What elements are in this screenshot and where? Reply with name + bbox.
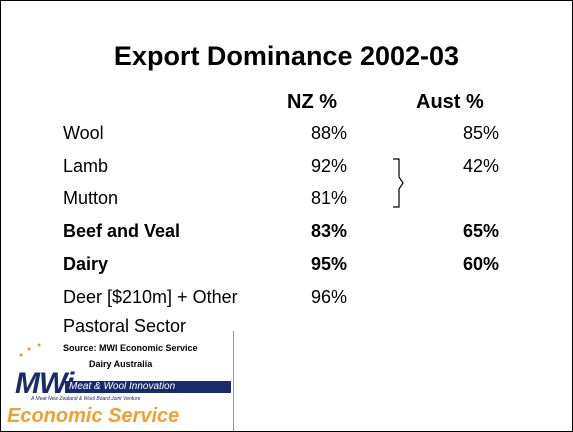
nz-value: 88% — [310, 123, 347, 143]
row-label: Pastoral Sector — [63, 316, 187, 336]
source-line: Source: MWI Economic Service — [63, 343, 198, 353]
aust-value: 42% — [462, 156, 499, 176]
nz-value: 96% — [310, 287, 347, 307]
row-label: Lamb — [63, 156, 109, 176]
divider — [233, 331, 234, 431]
nz-header: NZ % — [287, 91, 337, 113]
aust-header: Aust % — [416, 91, 484, 113]
aust-value: 60% — [462, 254, 499, 274]
brace — [393, 158, 404, 208]
logo-mark: MWi — [15, 367, 74, 400]
logo-dots — [19, 343, 41, 357]
logo-tagline: A Meat New Zealand & Wool Board Joint Ve… — [31, 396, 141, 402]
aust-value: 85% — [462, 123, 499, 143]
row-label: Beef and Veal — [63, 221, 181, 241]
title: Export Dominance 2002-03 — [113, 41, 460, 71]
logo-name: Meat & Wool Innovation — [69, 381, 176, 392]
source-line: Dairy Australia — [89, 359, 153, 369]
row-label: Deer [$210m] + Other — [63, 287, 238, 307]
nz-value: 83% — [310, 221, 347, 241]
logo-service: Economic Service — [7, 405, 180, 427]
nz-value: 81% — [310, 188, 347, 208]
nz-value: 95% — [310, 254, 347, 274]
nz-value: 92% — [310, 156, 347, 176]
row-label: Wool — [63, 123, 104, 143]
row-label: Mutton — [63, 188, 119, 208]
aust-value: 65% — [462, 221, 499, 241]
row-label: Dairy — [63, 254, 109, 274]
